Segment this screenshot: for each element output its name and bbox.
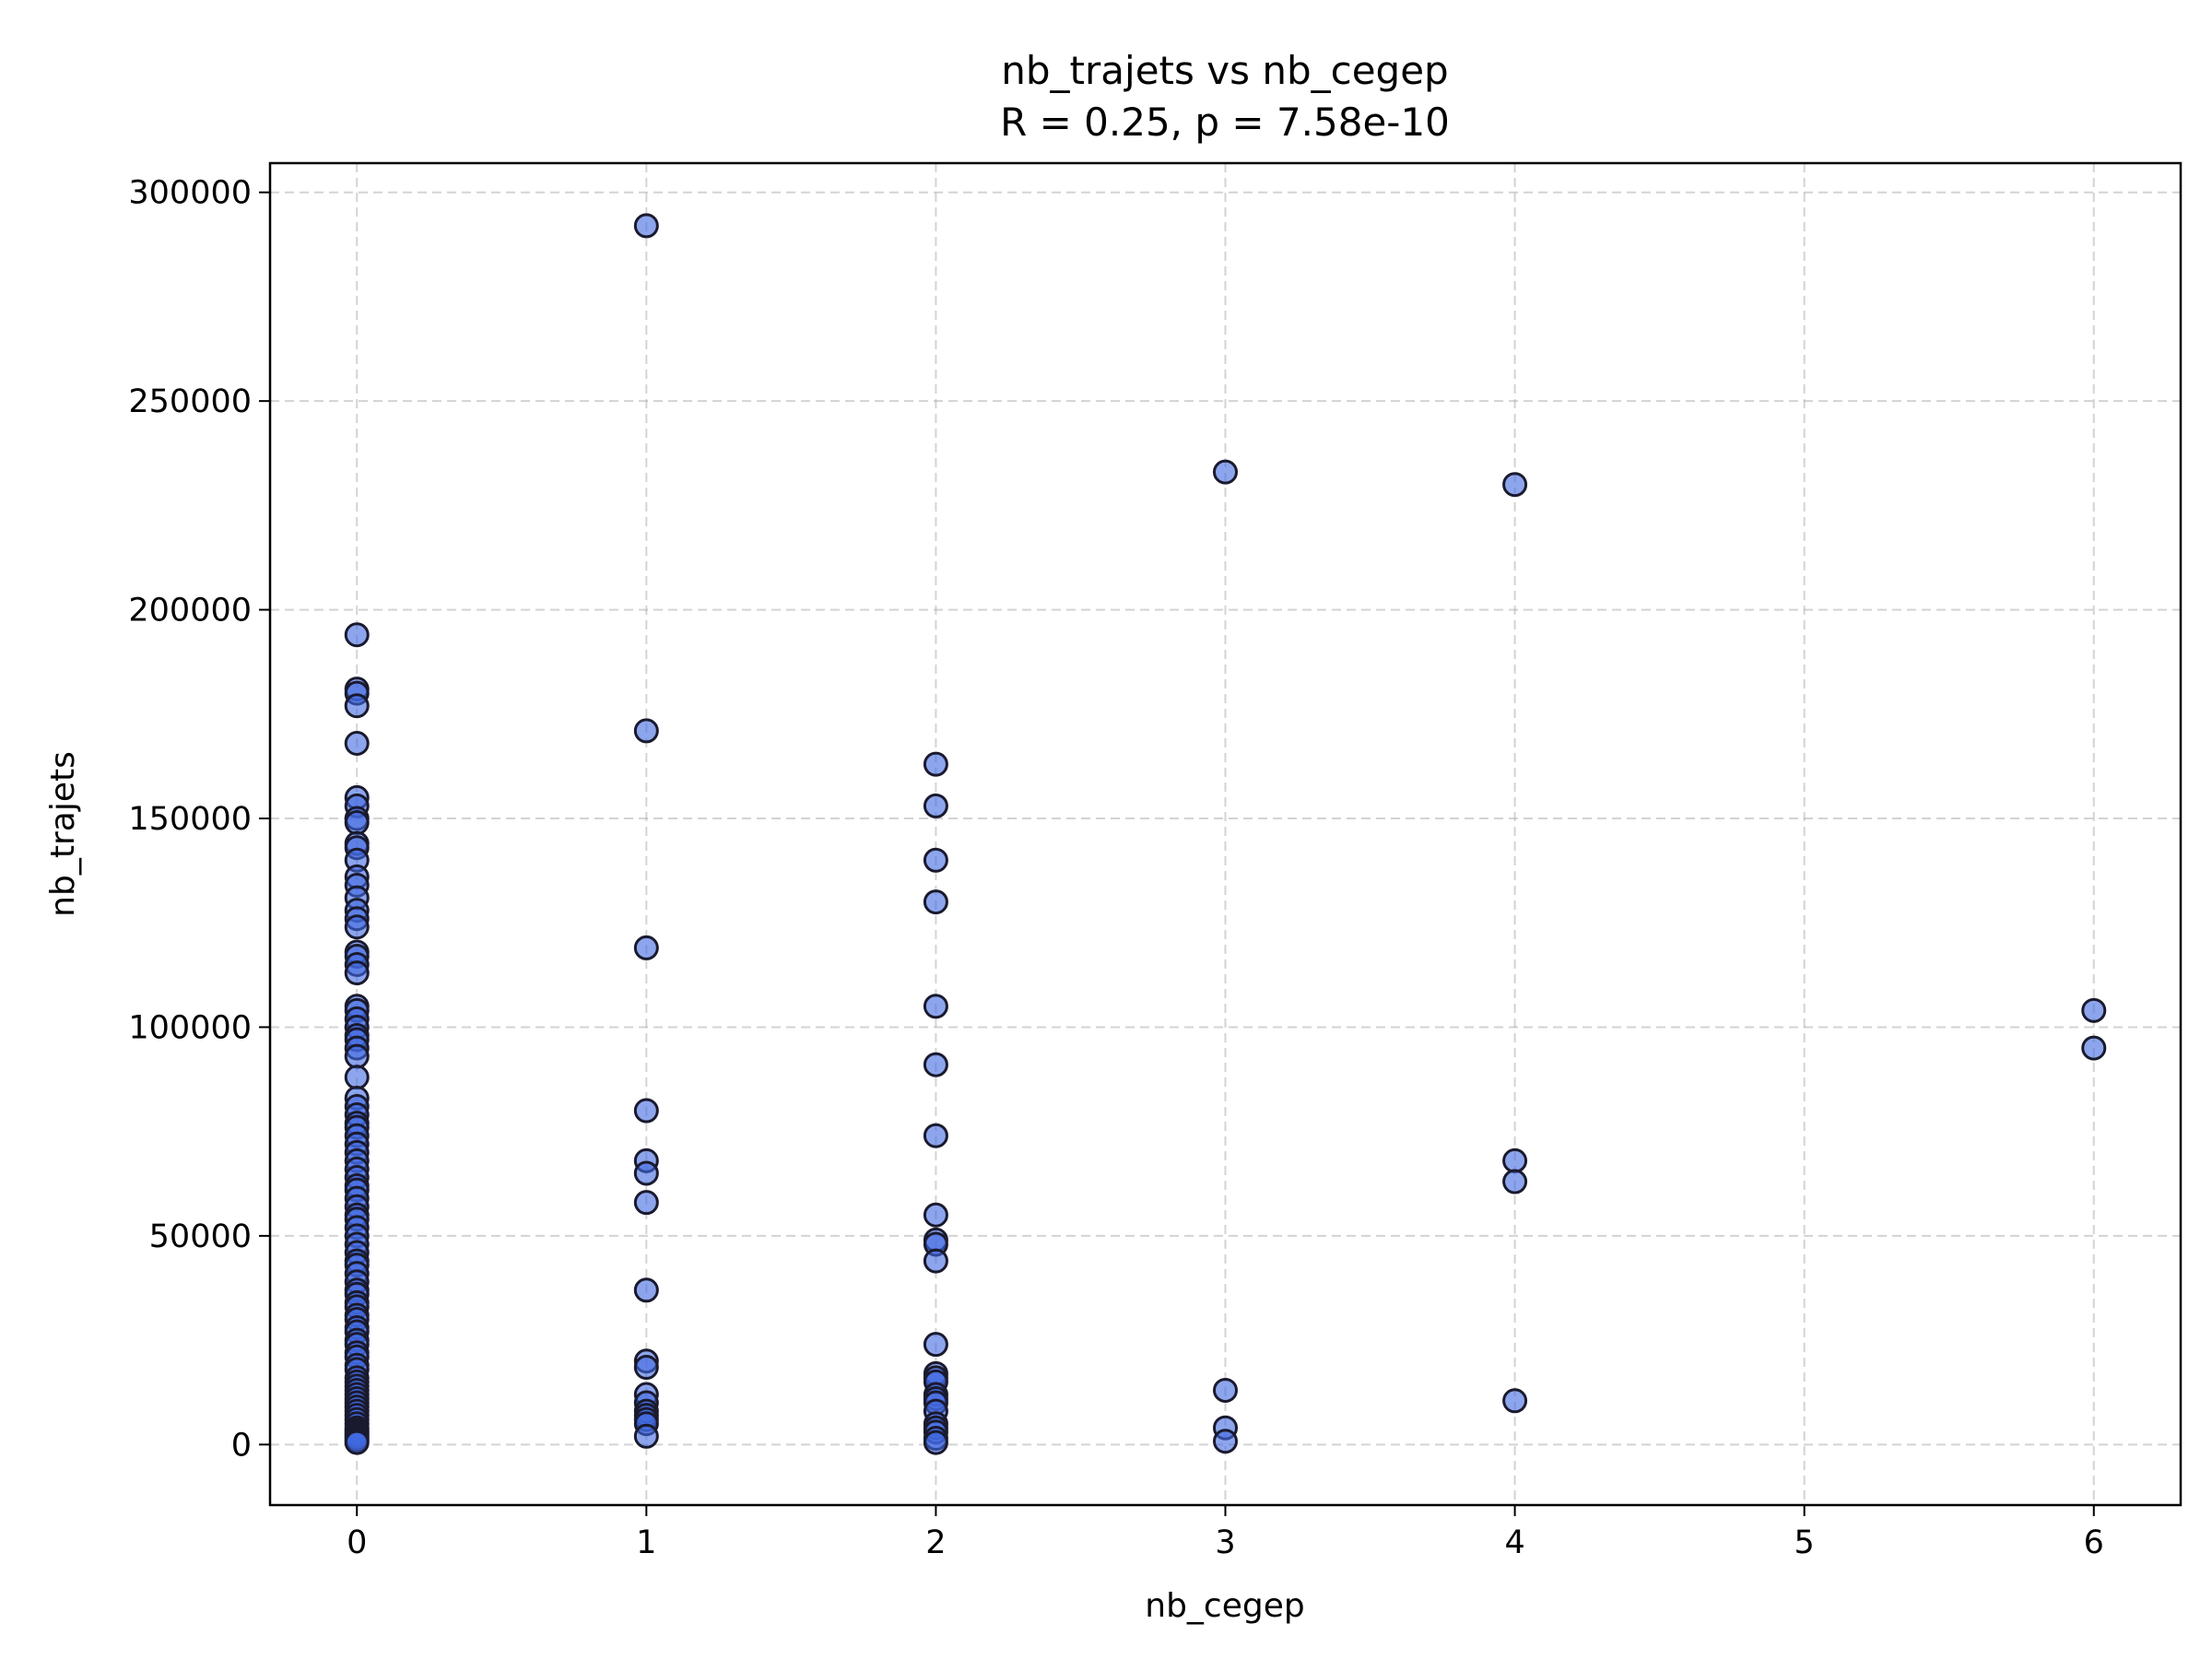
data-point xyxy=(2081,997,2107,1023)
x-tick-label: 4 xyxy=(1504,1524,1524,1561)
data-point xyxy=(633,1160,659,1186)
grid-lines xyxy=(270,163,2181,1505)
data-point xyxy=(923,1430,948,1455)
y-axis-label: nb_trajets xyxy=(44,751,82,917)
x-tick-label: 6 xyxy=(2084,1524,2104,1561)
y-tick-label: 0 xyxy=(231,1427,252,1464)
data-point xyxy=(1213,1377,1238,1403)
data-point xyxy=(923,847,948,873)
data-point xyxy=(923,1248,948,1274)
data-point xyxy=(633,213,659,239)
data-point xyxy=(1502,1388,1528,1414)
y-tick-label: 50000 xyxy=(149,1218,252,1255)
data-points xyxy=(344,213,2107,1455)
x-tick-label: 5 xyxy=(1794,1524,1815,1561)
chart-subtitle: R = 0.25, p = 7.58e-10 xyxy=(1000,100,1450,145)
data-point xyxy=(1502,1169,1528,1194)
data-point xyxy=(923,994,948,1019)
data-point xyxy=(633,1190,659,1216)
data-point xyxy=(923,793,948,818)
data-point xyxy=(1213,459,1238,485)
data-point xyxy=(1502,1147,1528,1173)
data-point xyxy=(1502,472,1528,498)
data-point xyxy=(344,1043,370,1069)
x-tick-label: 3 xyxy=(1215,1524,1235,1561)
data-point xyxy=(2081,1035,2107,1061)
data-point xyxy=(344,693,370,719)
y-tick-label: 150000 xyxy=(128,801,252,838)
x-tick-label: 2 xyxy=(925,1524,946,1561)
data-point xyxy=(633,718,659,744)
data-point xyxy=(344,914,370,940)
data-point xyxy=(633,935,659,960)
chart-title: nb_trajets vs nb_cegep xyxy=(1001,48,1448,93)
data-point xyxy=(923,751,948,777)
y-tick-label: 100000 xyxy=(128,1009,252,1046)
data-point xyxy=(344,810,370,836)
data-point xyxy=(344,1065,370,1090)
data-point xyxy=(344,1430,370,1455)
data-point xyxy=(923,889,948,915)
data-point xyxy=(923,1123,948,1148)
x-tick-label: 1 xyxy=(636,1524,656,1561)
y-tick-label: 300000 xyxy=(128,175,252,212)
data-point xyxy=(633,1277,659,1303)
data-point xyxy=(344,960,370,986)
y-tick-label: 250000 xyxy=(128,383,252,420)
y-tick-label: 200000 xyxy=(128,593,252,629)
data-point xyxy=(923,1052,948,1077)
data-point xyxy=(633,1098,659,1124)
data-point xyxy=(923,1332,948,1358)
x-tick-label: 0 xyxy=(347,1524,367,1561)
data-point xyxy=(923,1202,948,1228)
x-axis-label: nb_cegep xyxy=(1145,1587,1304,1625)
data-point xyxy=(633,1355,659,1381)
data-point xyxy=(633,1423,659,1449)
data-point xyxy=(344,730,370,756)
axis-ticks: 0 1 2 3 4 5 6 0 50000 100000 150000 200000 250000 300… xyxy=(128,175,2104,1561)
data-point xyxy=(344,622,370,648)
data-point xyxy=(1213,1429,1238,1454)
